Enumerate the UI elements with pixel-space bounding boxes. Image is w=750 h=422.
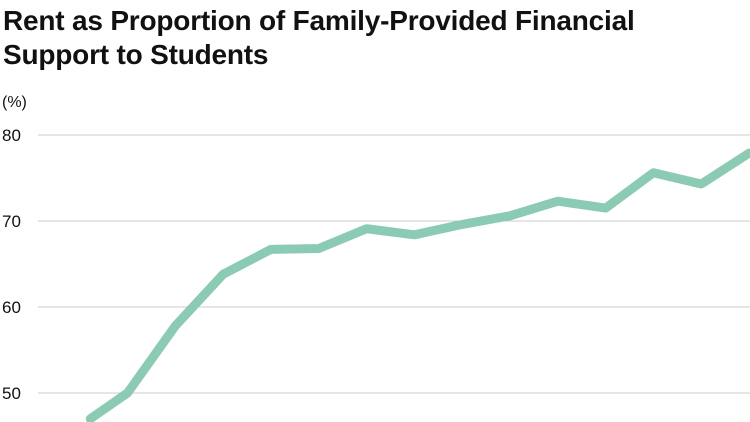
y-tick-label-60: 60 [2,298,21,317]
y-tick-label-50: 50 [2,384,21,403]
series-layer [85,148,750,422]
y-tick-labels: 50 60 70 80 [2,126,21,403]
y-axis-unit-label: (%) [2,94,27,111]
series-line-0 [85,148,750,422]
chart-title: Rent as Proportion of Family-Provided Fi… [3,5,635,70]
y-tick-label-70: 70 [2,212,21,231]
gridlines [38,134,750,394]
y-tick-label-80: 80 [2,126,21,145]
